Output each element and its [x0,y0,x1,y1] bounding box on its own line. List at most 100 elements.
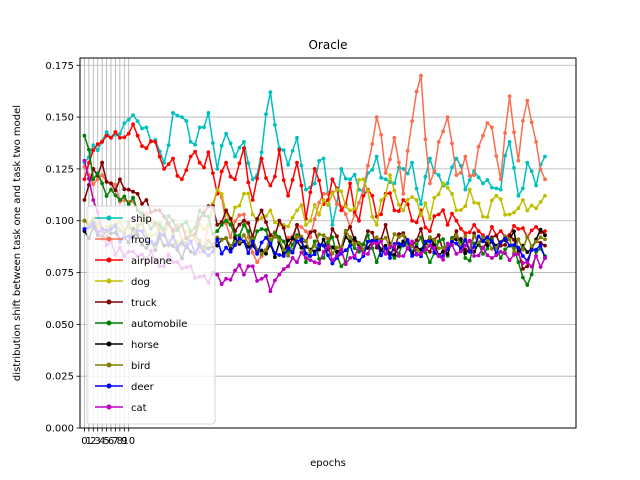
data-point-ship [476,175,481,180]
data-point-deer [215,237,220,242]
data-point-cat [485,253,490,258]
data-point-ship [529,169,534,174]
data-point-frog [472,173,476,178]
data-point-airplane [144,146,149,151]
data-point-bird [286,254,290,258]
y-tick-label: 0.125 [45,164,74,175]
data-point-cat [436,254,441,258]
data-point-frog [304,229,308,234]
data-point-frog [228,235,233,240]
data-point-cat [512,252,516,257]
data-point-dog [317,212,321,217]
data-point-truck [308,230,313,235]
data-point-truck [281,225,286,230]
data-point-horse [512,229,516,234]
data-point-frog [321,191,326,196]
data-point-automobile [104,194,109,198]
data-point-automobile [246,229,251,234]
data-point-airplane [463,231,468,236]
data-point-frog [423,137,428,142]
data-point-frog [255,260,259,265]
data-point-deer [454,241,459,246]
data-point-automobile [82,133,87,138]
data-point-cat [281,267,286,271]
data-point-ship [516,193,521,198]
data-point-frog [525,98,530,103]
data-point-truck [113,188,118,193]
data-point-ship [259,150,264,155]
data-point-airplane [211,171,215,176]
data-point-airplane [135,133,140,138]
data-point-airplane [490,225,494,229]
data-point-airplane [113,130,118,134]
y-axis-title: distribution shift between task one and … [12,105,23,381]
data-point-automobile [304,260,308,265]
data-point-automobile [131,195,136,200]
data-point-airplane [445,223,450,227]
data-point-ship [193,142,198,147]
data-point-deer [428,239,432,244]
data-point-frog [428,181,432,186]
data-point-frog [91,182,96,187]
data-point-truck [242,218,246,223]
data-point-frog [370,142,375,146]
data-point-frog [361,187,366,192]
data-point-horse [273,255,277,259]
data-point-deer [343,248,348,253]
data-point-truck [135,191,140,196]
legend-swatch-marker [106,404,112,410]
data-point-frog [397,160,401,165]
data-point-bird [295,235,299,240]
data-point-airplane [264,176,268,180]
data-point-frog [419,73,423,78]
data-point-cat [414,252,419,257]
data-point-dog [299,203,304,208]
data-point-deer [432,250,437,255]
data-point-frog [401,191,406,196]
data-point-bird [454,233,459,238]
data-point-cat [348,256,352,260]
data-point-dog [290,215,295,220]
data-point-ship [401,167,406,171]
legend-entry-deer: deer [95,382,155,393]
data-point-deer [485,235,490,240]
data-point-airplane [157,154,162,159]
data-point-ship [534,183,538,188]
data-point-truck [419,227,423,231]
data-point-frog [308,235,313,240]
data-point-deer [304,251,308,256]
legend-label: frog [131,235,151,246]
data-point-truck [472,231,476,236]
data-point-airplane [255,176,259,181]
data-point-cat [321,249,326,254]
data-point-dog [405,197,410,202]
data-point-dog [441,181,445,186]
data-point-cat [476,253,481,258]
data-point-deer [233,243,237,248]
data-point-automobile [100,181,104,186]
data-point-cat [317,261,321,266]
data-point-dog [330,191,335,196]
data-point-dog [273,220,277,225]
data-point-truck [140,201,144,206]
data-point-frog [467,173,472,178]
data-point-horse [525,250,530,255]
data-point-truck [224,208,229,213]
data-point-cat [516,252,521,256]
data-point-frog [343,212,348,217]
data-point-airplane [166,162,171,167]
data-point-dog [335,187,339,192]
data-point-bird [432,238,437,243]
data-point-truck [126,187,131,192]
data-point-frog [503,131,507,135]
data-point-cat [405,246,410,251]
data-point-bird [250,236,255,241]
data-point-automobile [419,235,423,240]
data-point-airplane [317,178,321,183]
legend-label: bird [131,361,150,372]
y-tick-label: 0.050 [45,320,74,331]
data-point-automobile [414,242,419,247]
legend-entry-dog: dog [95,277,150,288]
x-tick-label: 6 [108,436,114,447]
data-point-ship [211,141,215,145]
